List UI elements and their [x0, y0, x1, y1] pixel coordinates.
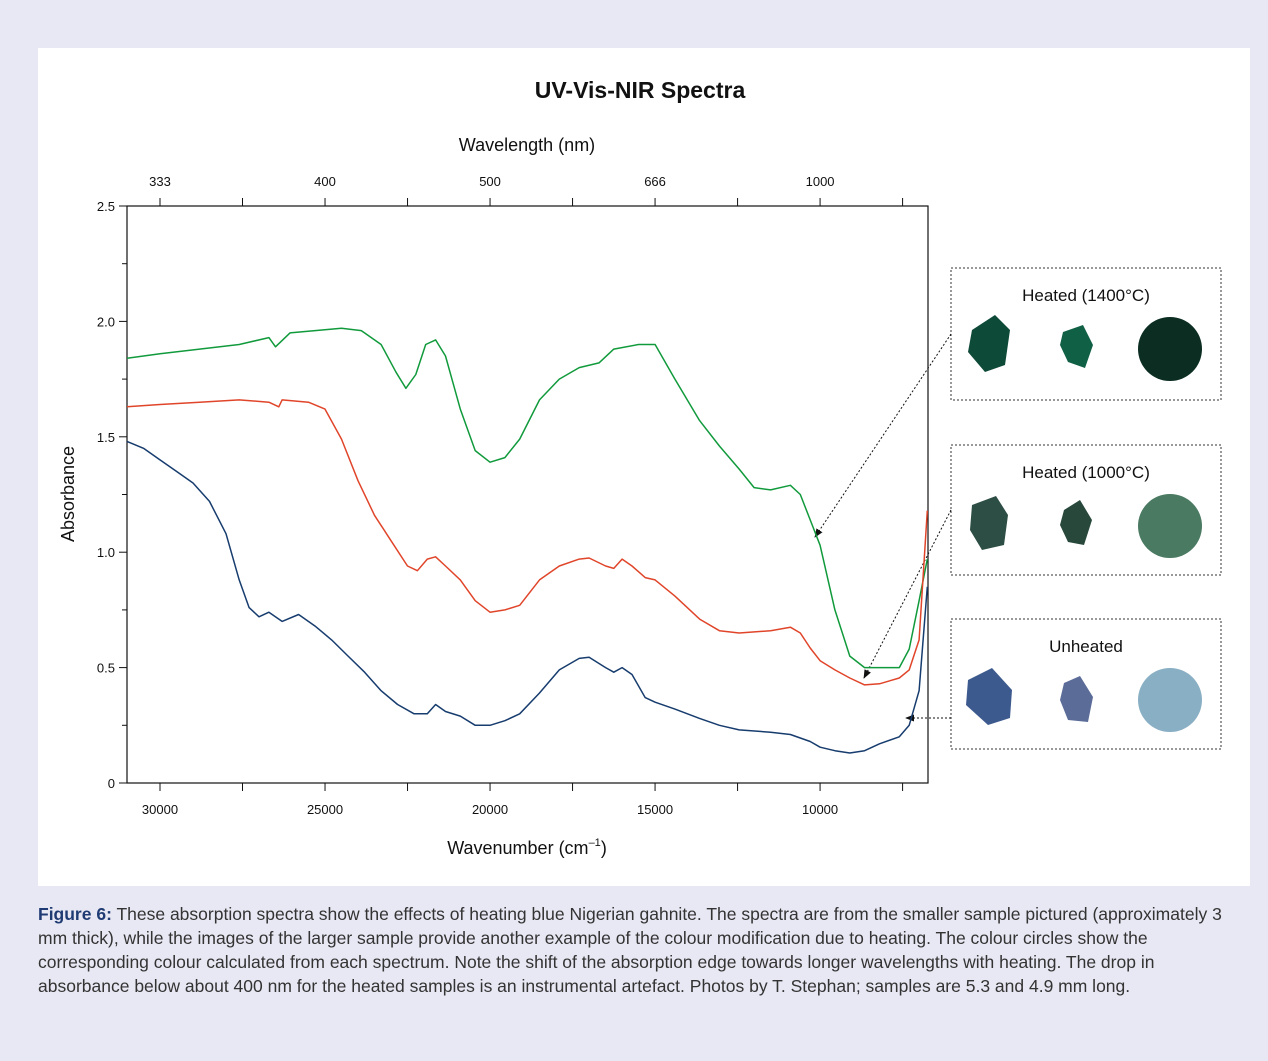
legend-label: Heated (1400°C)	[1022, 286, 1150, 305]
y-tick-label: 2.5	[97, 199, 115, 214]
legend-swatch	[1138, 668, 1202, 732]
x-tick-label: 30000	[142, 802, 178, 817]
y-tick-label: 2.0	[97, 314, 115, 329]
caption-label: Figure 6:	[38, 904, 112, 924]
x-tick-label: 20000	[472, 802, 508, 817]
x2-tick-label: 400	[314, 174, 336, 189]
x2-axis-label: Wavelength (nm)	[459, 135, 595, 155]
x2-tick-label: 500	[479, 174, 501, 189]
caption-text: These absorption spectra show the effect…	[38, 904, 1222, 996]
legend-swatch	[1138, 317, 1202, 381]
x2-tick-label: 333	[149, 174, 171, 189]
x2-tick-label: 666	[644, 174, 666, 189]
y-tick-label: 0	[108, 776, 115, 791]
chart: UV-Vis-NIR Spectra Wavelength (nm) Waven…	[0, 0, 1268, 890]
y-axis-label: Absorbance	[58, 446, 78, 542]
spectrum-line	[127, 441, 927, 753]
annotation-arrows	[815, 334, 951, 718]
legend-label: Heated (1000°C)	[1022, 463, 1150, 482]
legend-label: Unheated	[1049, 637, 1123, 656]
y-tick-label: 1.0	[97, 545, 115, 560]
x2-tick-label: 1000	[806, 174, 835, 189]
x-axis-label: Wavenumber (cm–1)	[447, 837, 607, 858]
figure-caption: Figure 6: These absorption spectra show …	[38, 902, 1238, 998]
y-tick-label: 1.5	[97, 430, 115, 445]
plot-frame	[127, 206, 928, 783]
spectrum-line	[127, 400, 927, 685]
x-tick-label: 10000	[802, 802, 838, 817]
x-tick-label: 25000	[307, 802, 343, 817]
legend-swatch	[1138, 494, 1202, 558]
y-tick-label: 0.5	[97, 661, 115, 676]
spectrum-line	[127, 328, 927, 667]
chart-title: UV-Vis-NIR Spectra	[535, 77, 746, 103]
x-tick-label: 15000	[637, 802, 673, 817]
page: {"chart_data": { "type": "line", "title"…	[0, 0, 1268, 1061]
